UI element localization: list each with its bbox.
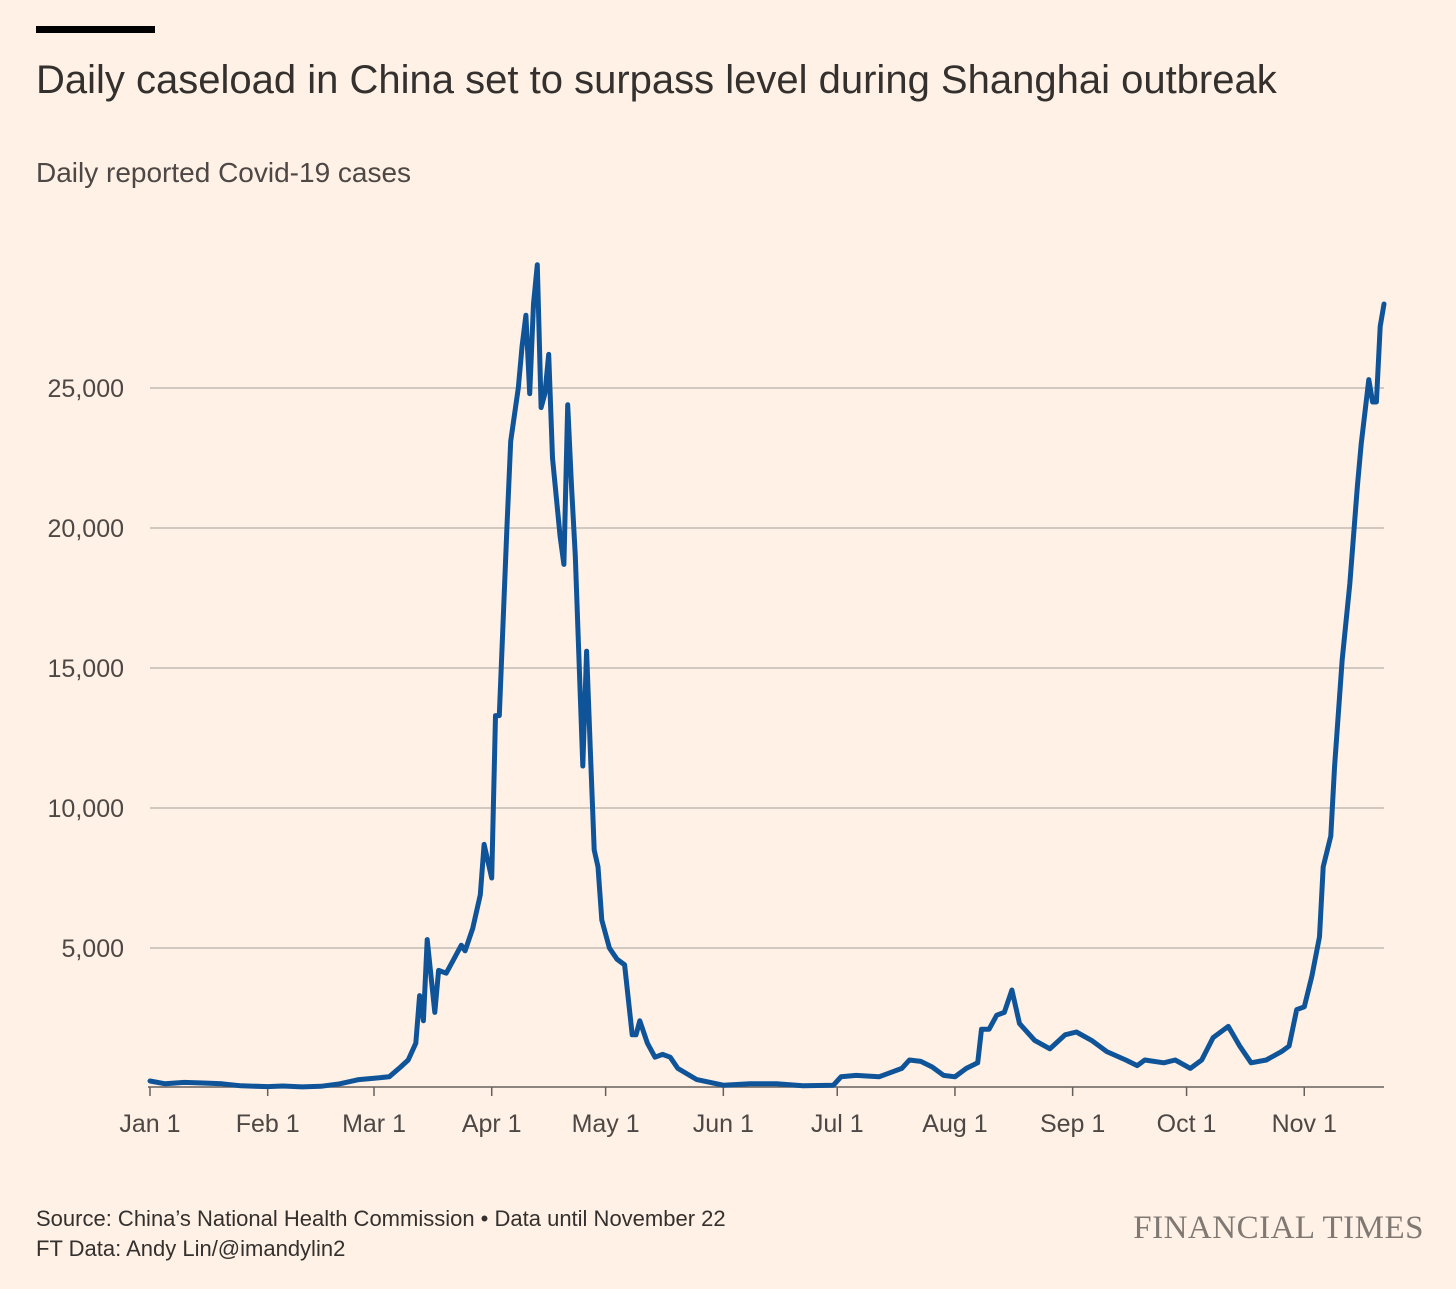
gridlines: [150, 387, 1384, 949]
x-tick-label: Apr 1: [462, 1110, 522, 1138]
x-tick-label: Jun 1: [693, 1110, 754, 1138]
series-group: [147, 262, 1387, 1090]
x-tick-label: Feb 1: [236, 1110, 300, 1138]
y-tick-label: 5,000: [61, 935, 124, 963]
source-line-2: FT Data: Andy Lin/@imandylin2: [36, 1236, 346, 1261]
series-line: [147, 262, 1387, 1090]
x-tick-label: Mar 1: [342, 1110, 406, 1138]
x-tick-label: Aug 1: [922, 1110, 987, 1138]
x-tick-label: Jan 1: [119, 1110, 180, 1138]
source-line-1: Source: China’s National Health Commissi…: [36, 1206, 726, 1231]
x-tick-label: Oct 1: [1157, 1110, 1217, 1138]
financial-times-logo: FINANCIAL TIMES: [1133, 1210, 1424, 1246]
y-tick-label: 20,000: [48, 515, 124, 543]
y-tick-label: 25,000: [48, 375, 124, 403]
y-tick-label: 15,000: [48, 655, 124, 683]
x-tick-label: Sep 1: [1040, 1110, 1105, 1138]
x-tick-label: Nov 1: [1272, 1110, 1337, 1138]
ft-top-bar: [36, 26, 155, 33]
x-axis-ticks: Jan 1 Feb 1 Mar 1 Apr 1 May 1 Jun 1 Jul 1 Aug 1…: [119, 1087, 1337, 1138]
source-note: Source: China’s National Health Commissi…: [36, 1204, 726, 1264]
y-axis-ticks: 5,000 10,000 15,000 20,000 25,000: [48, 375, 124, 963]
chart-subtitle: Daily reported Covid-19 cases: [36, 157, 412, 188]
y-tick-label: 10,000: [48, 795, 124, 823]
x-tick-label: May 1: [572, 1110, 640, 1138]
x-tick-label: Jul 1: [811, 1110, 864, 1138]
chart-title: Daily caseload in China set to surpass l…: [36, 58, 1277, 102]
